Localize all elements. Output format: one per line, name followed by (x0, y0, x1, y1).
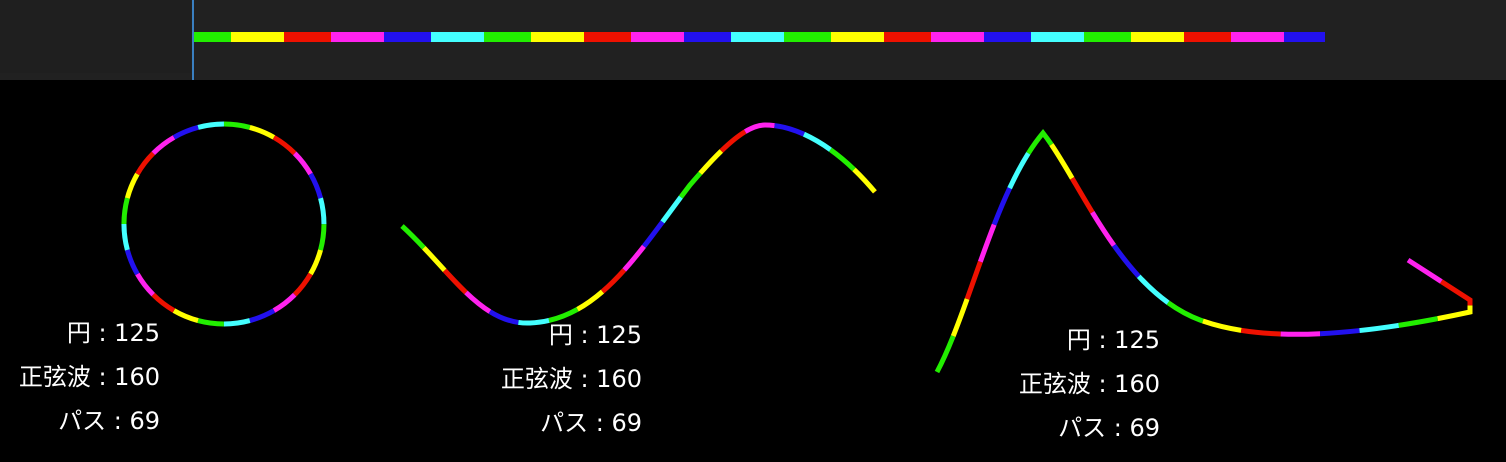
color-segment (684, 32, 731, 42)
path-count-label: パス : 69 (1058, 414, 1160, 442)
color-segment (331, 32, 384, 42)
sine-count-label: 正弦波 : 160 (1018, 370, 1160, 398)
color-segment (284, 32, 331, 42)
stroke-color-segment (934, 129, 1473, 374)
custom-path-shape (934, 129, 1473, 374)
color-segment (384, 32, 431, 42)
color-segment (584, 32, 631, 42)
stroke-color-segment (400, 122, 877, 326)
color-segment (193, 32, 231, 42)
color-segment (831, 32, 884, 42)
stroke-color-segment (400, 122, 877, 326)
color-segment (1284, 32, 1325, 42)
color-segment (631, 32, 684, 42)
circle-count-label: 円 : 125 (1066, 326, 1160, 354)
stroke-color-segment (121, 121, 327, 327)
count-label-block-3: 円 : 125 正弦波 : 160 パス : 69 (1019, 318, 1160, 450)
color-segment (1231, 32, 1284, 42)
color-segment (731, 32, 784, 42)
sine-count-label: 正弦波 : 160 (500, 365, 642, 393)
path-count-label: パス : 69 (540, 409, 642, 437)
color-segment (1184, 32, 1231, 42)
stroke-color-segment (400, 122, 877, 326)
color-segment (1031, 32, 1084, 42)
circle-count-label: 円 : 125 (548, 321, 642, 349)
color-segment (431, 32, 484, 42)
stroke-color-segment (121, 121, 327, 327)
timeline-side-panel (0, 0, 191, 73)
color-segment (231, 32, 284, 42)
stroke-color-segment (934, 129, 1473, 374)
playhead[interactable] (192, 0, 194, 80)
stroke-color-segment (121, 121, 327, 327)
color-segment (784, 32, 831, 42)
circle-count-label: 円 : 125 (66, 319, 160, 347)
color-segment-strip (193, 32, 1325, 42)
path-count-label: パス : 69 (58, 407, 160, 435)
color-segment (931, 32, 984, 42)
circle-shape (121, 121, 327, 327)
stroke-color-segment (400, 122, 877, 326)
color-segment (984, 32, 1031, 42)
stroke-color-segment (400, 122, 877, 326)
color-segment (1131, 32, 1184, 42)
count-label-block-2: 円 : 125 正弦波 : 160 パス : 69 (501, 313, 642, 445)
stroke-color-segment (934, 129, 1473, 374)
color-segment (531, 32, 584, 42)
color-segment (884, 32, 931, 42)
stroke-color-segment (400, 122, 877, 326)
sine-wave-shape (400, 122, 877, 326)
color-segment (484, 32, 531, 42)
sine-count-label: 正弦波 : 160 (18, 363, 160, 391)
color-segment (1084, 32, 1131, 42)
count-label-block-1: 円 : 125 正弦波 : 160 パス : 69 (19, 311, 160, 443)
